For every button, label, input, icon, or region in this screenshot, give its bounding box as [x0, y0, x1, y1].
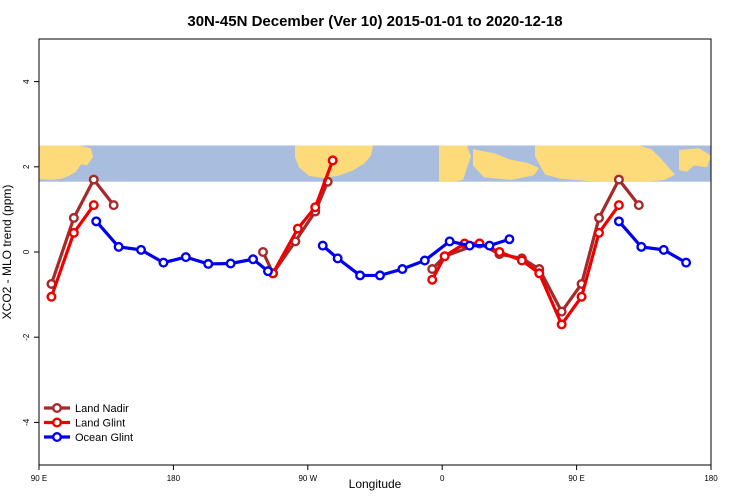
data-point-ocean-glint-0-8 [262, 266, 273, 277]
data-point-land-glint-2-5 [516, 255, 527, 266]
y-axis: -4 -2 0 2 4 [22, 79, 39, 426]
map-band [39, 145, 711, 182]
data-point-land-glint-2-4 [494, 246, 505, 257]
legend: Land Nadir Land Glint Ocean Glint [44, 403, 133, 444]
map-land-3 [473, 149, 539, 180]
chart-title: 30N-45N December (Ver 10) 2015-01-01 to … [187, 13, 562, 30]
data-point-land-nadir-2-10 [633, 200, 644, 211]
legend-marker-land-nadir [52, 403, 63, 414]
y-tick-label-2: 0 [22, 249, 31, 254]
data-point-ocean-glint-1-0 [317, 240, 328, 251]
data-point-ocean-glint-0-0 [91, 216, 102, 227]
series-layer [46, 155, 692, 330]
map-land-2 [439, 145, 471, 182]
x-tick-label-1: 180 [167, 474, 181, 483]
legend-label-ocean-glint: Ocean Glint [75, 432, 133, 444]
y-axis-title: XCO2 - MLO trend (ppm) [0, 185, 14, 320]
y-tick-label-3: 2 [22, 164, 31, 169]
data-point-ocean-glint-1-1 [332, 253, 343, 264]
data-point-ocean-glint-1-4 [397, 264, 408, 275]
data-point-land-nadir-0-1 [68, 212, 79, 223]
data-point-land-glint-0-0 [46, 291, 57, 302]
data-point-land-glint-1-3 [327, 155, 338, 166]
legend-marker-land-glint [52, 417, 63, 428]
data-point-land-glint-2-7 [556, 319, 567, 330]
data-point-land-glint-2-0 [427, 274, 438, 285]
data-point-land-glint-0-2 [88, 200, 99, 211]
data-point-land-glint-2-9 [594, 227, 605, 238]
data-point-ocean-glint-1-6 [444, 236, 455, 247]
data-point-ocean-glint-1-8 [484, 240, 495, 251]
x-tick-label-0: 90 E [31, 474, 47, 483]
data-point-land-glint-1-2 [310, 202, 321, 213]
series-line-land-nadir-0 [49, 177, 115, 285]
data-point-land-nadir-2-9 [613, 174, 624, 185]
data-point-land-glint-2-8 [576, 291, 587, 302]
data-point-land-nadir-2-0 [427, 264, 438, 275]
data-point-ocean-glint-1-2 [355, 270, 366, 281]
data-point-land-nadir-0-2 [88, 174, 99, 185]
series-land-nadir [46, 174, 644, 317]
legend-label-land-glint: Land Glint [75, 418, 125, 430]
series-line-ocean-glint-1 [321, 237, 510, 278]
data-point-ocean-glint-0-2 [136, 244, 147, 255]
series-line-land-glint-2 [430, 204, 621, 327]
data-point-ocean-glint-1-9 [504, 234, 515, 245]
data-point-land-nadir-0-3 [108, 200, 119, 211]
series-line-ocean-glint-2 [617, 220, 687, 265]
data-point-ocean-glint-0-6 [225, 258, 236, 269]
series-line-land-glint-1 [271, 159, 335, 275]
data-point-land-nadir-2-6 [556, 306, 567, 317]
data-point-ocean-glint-1-5 [419, 255, 430, 266]
data-point-ocean-glint-1-7 [464, 240, 475, 251]
data-point-land-glint-2-10 [613, 200, 624, 211]
map-land-5 [679, 148, 711, 172]
map-land-6 [557, 147, 587, 159]
x-tick-label-4: 90 E [568, 474, 584, 483]
data-point-ocean-glint-0-1 [113, 241, 124, 252]
data-point-ocean-glint-2-0 [613, 216, 624, 227]
data-point-ocean-glint-1-3 [374, 270, 385, 281]
x-tick-label-2: 90 W [298, 474, 317, 483]
data-point-land-glint-2-6 [534, 268, 545, 279]
y-tick-label-4: 4 [22, 79, 31, 84]
data-point-ocean-glint-0-4 [180, 252, 191, 263]
data-point-ocean-glint-2-3 [681, 257, 692, 268]
y-tick-label-0: -4 [22, 418, 31, 426]
data-point-ocean-glint-0-5 [203, 258, 214, 269]
data-point-land-glint-0-1 [68, 227, 79, 238]
map-land-0 [39, 145, 93, 180]
data-point-ocean-glint-2-1 [636, 241, 647, 252]
series-land-glint [46, 155, 624, 330]
x-tick-label-3: 0 [440, 474, 445, 483]
data-point-ocean-glint-0-7 [248, 254, 259, 265]
x-tick-label-5: 180 [704, 474, 718, 483]
data-point-land-glint-2-1 [439, 251, 450, 262]
data-point-ocean-glint-2-2 [658, 244, 669, 255]
y-tick-label-1: -2 [22, 333, 31, 341]
legend-marker-ocean-glint [52, 432, 63, 443]
x-axis: 90 E 180 90 W 0 90 E 180 [31, 465, 718, 483]
data-point-land-nadir-2-8 [594, 212, 605, 223]
data-point-land-nadir-1-0 [258, 246, 269, 257]
data-point-ocean-glint-0-3 [158, 257, 169, 268]
series-ocean-glint [91, 216, 692, 281]
legend-label-land-nadir: Land Nadir [75, 403, 129, 415]
data-point-land-glint-1-1 [292, 223, 303, 234]
x-axis-title: Longitude [349, 477, 402, 491]
